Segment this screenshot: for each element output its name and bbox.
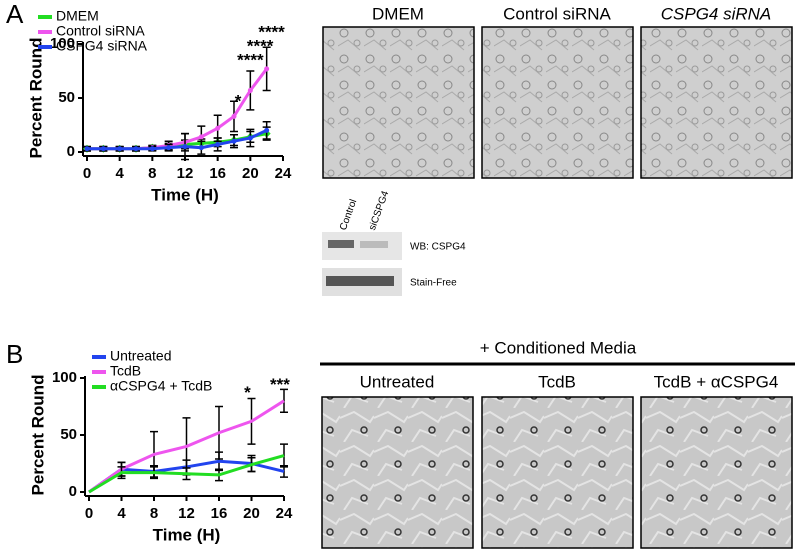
y-tick-label: 0	[69, 483, 77, 500]
legend-label: CSPG4 siRNA	[56, 38, 148, 54]
marker	[117, 146, 123, 152]
micrograph	[321, 396, 474, 549]
x-tick-label: 16	[209, 165, 226, 182]
lane-label: siCSPG4	[367, 189, 392, 232]
legend-label: DMEM	[56, 8, 99, 24]
marker	[264, 66, 270, 72]
x-tick-label: 8	[150, 505, 158, 522]
marker	[182, 144, 188, 150]
micrograph	[640, 26, 793, 179]
y-tick-label: 100	[50, 35, 75, 52]
marker	[84, 146, 90, 152]
blot-label: WB: CSPG4	[410, 242, 466, 253]
significance: ****	[237, 50, 264, 69]
image-caption: DMEM	[372, 4, 424, 23]
legend-label: Control siRNA	[56, 23, 145, 39]
marker	[100, 146, 106, 152]
marker	[215, 125, 221, 131]
x-tick-label: 12	[177, 165, 194, 182]
x-axis-title: Time (H)	[151, 185, 219, 204]
y-tick-label: 100	[52, 369, 77, 386]
series-line	[87, 129, 268, 151]
marker	[231, 113, 237, 119]
image-caption: CSPG4 siRNA	[661, 4, 772, 23]
x-tick-label: 0	[85, 505, 93, 522]
significance: ****	[258, 22, 285, 41]
x-axis-title: Time (H)	[153, 525, 221, 544]
x-tick-label: 0	[83, 165, 91, 182]
marker	[215, 141, 221, 147]
y-tick-label: 50	[60, 426, 77, 443]
micrograph	[322, 26, 475, 179]
marker	[166, 145, 172, 151]
x-tick-label: 24	[276, 505, 293, 522]
legend-label: αCSPG4 + TcdB	[110, 378, 212, 394]
x-tick-label: 12	[178, 505, 195, 522]
marker	[133, 146, 139, 152]
blot-band	[328, 240, 354, 248]
image-caption: TcdB	[538, 372, 576, 391]
x-tick-label: 4	[115, 165, 124, 182]
x-tick-label: 16	[211, 505, 228, 522]
panel-label: A	[6, 0, 24, 29]
image-caption: TcdB + αCSPG4	[654, 372, 779, 391]
legend-label: TcdB	[110, 363, 141, 379]
marker	[247, 135, 253, 141]
significance: *	[235, 91, 242, 110]
significance: ***	[270, 375, 290, 394]
series-line	[88, 454, 285, 494]
micrograph	[481, 26, 634, 179]
blot-band	[360, 241, 388, 248]
x-tick-label: 8	[148, 165, 156, 182]
lane-label: Control	[338, 198, 359, 232]
significance: *	[244, 383, 251, 402]
legend-label: Untreated	[110, 348, 171, 364]
section-title: + Conditioned Media	[480, 338, 637, 357]
marker	[264, 127, 270, 133]
marker	[231, 138, 237, 144]
marker	[198, 134, 204, 140]
x-tick-label: 20	[243, 505, 260, 522]
x-tick-label: 20	[242, 165, 259, 182]
marker	[149, 146, 155, 152]
panel-label: B	[6, 339, 23, 369]
micrograph	[640, 396, 793, 549]
y-tick-label: 0	[67, 143, 75, 160]
x-tick-label: 24	[275, 165, 292, 182]
y-tick-label: 50	[58, 89, 75, 106]
marker	[198, 145, 204, 151]
blot-label: Stain-Free	[410, 278, 457, 289]
y-axis-title: Percent Round	[28, 375, 47, 496]
y-axis-title: Percent Round	[26, 38, 45, 159]
marker	[247, 87, 253, 93]
x-tick-label: 4	[117, 505, 126, 522]
blot-band	[326, 276, 394, 286]
significance: ****	[247, 36, 274, 55]
micrograph	[481, 396, 634, 549]
image-caption: Untreated	[360, 372, 435, 391]
image-caption: Control siRNA	[503, 4, 611, 23]
